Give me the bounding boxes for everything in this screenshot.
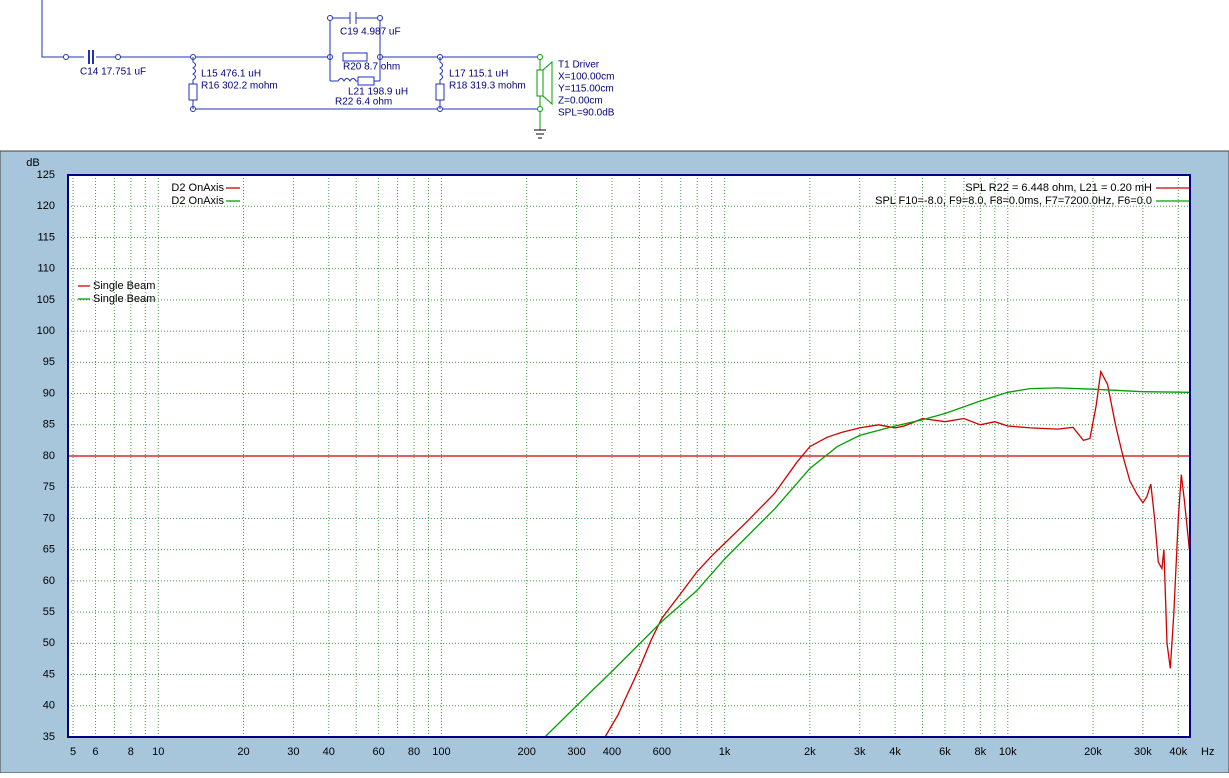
y-tick-label: 55 bbox=[43, 606, 55, 618]
y-tick-label: 110 bbox=[37, 263, 55, 275]
y-tick-label: 70 bbox=[43, 512, 55, 524]
label: L21 198.9 uH bbox=[348, 87, 408, 98]
x-tick-label: 60 bbox=[372, 746, 384, 758]
y-tick-label: 60 bbox=[43, 575, 55, 587]
x-tick-label: 40 bbox=[323, 746, 335, 758]
y-tick-label: 125 bbox=[37, 169, 55, 181]
x-tick-label: 2k bbox=[804, 746, 816, 758]
driver bbox=[534, 54, 553, 139]
x-tick-label: 8 bbox=[128, 746, 134, 758]
x-tick-label: 30 bbox=[287, 746, 299, 758]
label: R18 319.3 mohm bbox=[449, 81, 526, 92]
label: R20 8.7 ohm bbox=[343, 62, 400, 73]
x-tick-label: 10 bbox=[152, 746, 164, 758]
legend-label: D2 OnAxis bbox=[171, 195, 224, 207]
label: Y=115.00cm bbox=[558, 84, 614, 95]
legend-label: SPL F10=-8.0, F9=8.0, F8=0.0ms, F7=7200.… bbox=[875, 195, 1152, 207]
label: T1 Driver bbox=[558, 60, 600, 71]
x-tick-label: 10k bbox=[999, 746, 1017, 758]
x-tick-label: 5 bbox=[70, 746, 76, 758]
y-tick-label: 100 bbox=[37, 325, 55, 337]
label: SPL=90.0dB bbox=[558, 108, 615, 119]
label: C19 4.987 uF bbox=[340, 27, 401, 38]
x-tick-label: 6 bbox=[92, 746, 98, 758]
label: Z=0.00cm bbox=[558, 96, 603, 107]
x-tick-label: 200 bbox=[518, 746, 536, 758]
schematic: C14 17.751 uF C19 4.987 uF R20 8.7 ohm L… bbox=[41, 0, 615, 139]
y-tick-label: 85 bbox=[43, 419, 55, 431]
label: X=100.00cm bbox=[558, 72, 614, 83]
x-tick-label: 6k bbox=[939, 746, 951, 758]
legend-label: Single Beam bbox=[93, 293, 155, 305]
y-tick-label: 115 bbox=[37, 231, 55, 243]
y-tick-label: 65 bbox=[43, 544, 55, 556]
x-tick-label: 20 bbox=[237, 746, 249, 758]
x-tick-label: 400 bbox=[603, 746, 621, 758]
x-tick-label: 1k bbox=[719, 746, 731, 758]
y-tick-label: 90 bbox=[43, 387, 55, 399]
y-tick-label: 35 bbox=[43, 731, 55, 743]
x-tick-label: 30k bbox=[1134, 746, 1152, 758]
legend-label: Single Beam bbox=[93, 280, 155, 292]
label: L15 476.1 uH bbox=[201, 69, 261, 80]
legend-label: D2 OnAxis bbox=[171, 182, 224, 194]
y-tick-label: 120 bbox=[37, 200, 55, 212]
wires bbox=[41, 0, 540, 112]
legend-label: SPL R22 = 6.448 ohm, L21 = 0.20 mH bbox=[965, 182, 1152, 194]
y-tick-label: 95 bbox=[43, 356, 55, 368]
plot-border bbox=[67, 174, 1191, 738]
label: R22 6.4 ohm bbox=[335, 97, 392, 108]
x-tick-label: 40k bbox=[1169, 746, 1187, 758]
y-axis-label: dB bbox=[26, 157, 39, 169]
series-line bbox=[604, 369, 1191, 738]
x-tick-label: 100 bbox=[432, 746, 450, 758]
y-tick-label: 80 bbox=[43, 450, 55, 462]
y-tick-label: 40 bbox=[43, 700, 55, 712]
label: C14 17.751 uF bbox=[80, 67, 146, 78]
x-axis-label: Hz bbox=[1201, 746, 1214, 758]
x-tick-label: 20k bbox=[1084, 746, 1102, 758]
y-tick-label: 50 bbox=[43, 637, 55, 649]
x-tick-label: 8k bbox=[975, 746, 987, 758]
label: R16 302.2 mohm bbox=[201, 81, 278, 92]
y-tick-label: 105 bbox=[37, 294, 55, 306]
x-tick-label: 4k bbox=[889, 746, 901, 758]
y-tick-label: 45 bbox=[43, 668, 55, 680]
label: L17 115.1 uH bbox=[449, 69, 508, 80]
x-tick-label: 3k bbox=[854, 746, 866, 758]
x-tick-label: 600 bbox=[653, 746, 671, 758]
x-tick-label: 80 bbox=[408, 746, 420, 758]
y-tick-label: 75 bbox=[43, 481, 55, 493]
x-tick-label: 300 bbox=[567, 746, 585, 758]
series-line bbox=[544, 387, 1191, 738]
